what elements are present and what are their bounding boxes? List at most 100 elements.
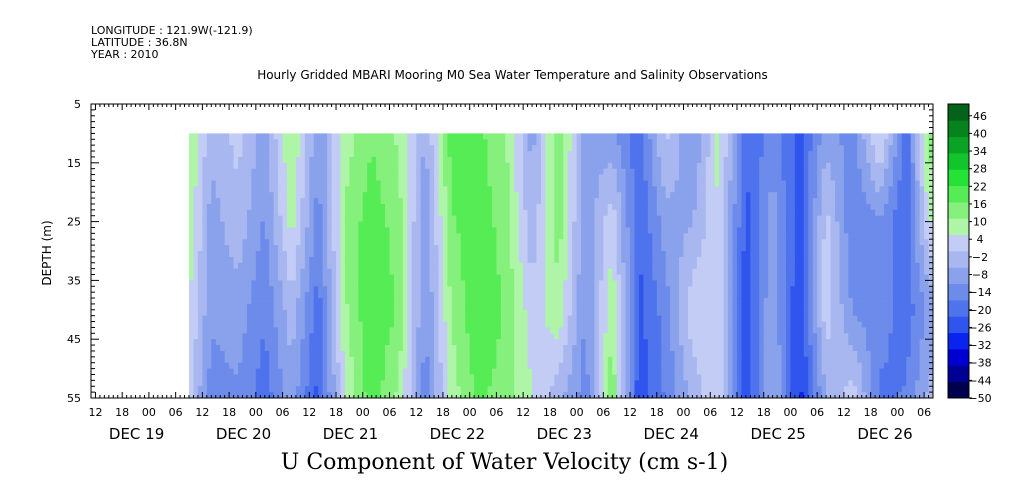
heat-cell [527,274,533,281]
heat-cell [456,233,462,240]
heat-cell [434,303,440,311]
heat-cell [460,174,466,182]
heat-cell [527,198,533,205]
heat-cell [393,315,399,323]
heat-cell [554,168,560,176]
heat-cell [402,215,408,223]
heat-cell [260,345,266,352]
heat-cell [679,251,685,258]
heat-cell [594,168,600,176]
heat-cell [558,315,564,323]
heat-cell [358,227,364,234]
heat-cell [585,209,591,217]
heat-cell [224,133,230,140]
heat-cell [540,156,547,164]
heat-cell [393,227,399,234]
heat-cell [282,339,288,346]
heat-cell [474,245,480,252]
heat-cell [429,198,435,205]
heat-cell [300,203,306,211]
heat-cell [215,292,221,299]
heat-cell [211,162,217,170]
heat-cell [581,251,587,258]
heat-cell [358,309,364,317]
heat-cell [189,298,195,305]
heat-cell [358,168,364,176]
heat-cell [581,392,587,398]
heat-cell [407,209,413,217]
heat-cell [362,327,368,334]
heat-cell [229,203,235,211]
heat-cell [558,368,564,376]
heat-cell [434,298,440,305]
heat-cell [545,368,551,376]
heat-cell [322,274,328,281]
heat-cell [322,215,328,223]
heat-cell [465,198,471,205]
heat-cell [220,374,226,381]
heat-cell [572,162,578,170]
heat-cell [438,392,444,398]
heat-cell [607,333,613,340]
heat-cell [425,186,431,193]
heat-cell [474,345,480,352]
heat-cell [434,251,440,258]
heat-cell [585,268,591,276]
heat-cell [215,251,221,258]
heat-cell [656,174,662,182]
heat-cell [456,145,462,152]
heat-cell [385,233,391,240]
heat-cell [612,239,618,246]
heat-cell [327,362,333,370]
heat-cell [420,215,426,223]
heat-cell [309,221,315,229]
heat-cell [295,380,301,387]
heat-cell [500,192,506,199]
heat-cell [264,168,270,176]
heat-cell [429,333,435,340]
heat-cell [598,198,604,205]
heat-cell [255,186,261,193]
heat-cell [621,198,627,205]
heat-cell [625,227,631,234]
heat-cell [358,133,364,140]
heat-cell [563,280,569,287]
heat-cell [336,133,342,140]
heat-cell [398,368,404,376]
heat-cell [353,133,359,140]
heat-cell [336,345,342,352]
heat-cell [491,333,498,340]
heat-cell [193,145,199,152]
heat-cell [278,350,284,358]
heat-cell [282,327,288,334]
heat-cell [393,321,399,329]
heat-cell [336,198,342,205]
heat-cell [465,309,471,317]
heat-cell [304,286,310,293]
heat-cell [309,203,315,211]
heat-cell [438,356,444,364]
heat-cell [380,292,386,299]
heat-cell [665,174,671,182]
heat-cell [318,221,324,229]
heat-cell [389,227,395,234]
heat-cell [358,151,364,158]
heat-cell [242,145,248,152]
heat-cell [251,392,257,398]
heat-cell [238,174,244,182]
heat-cell [679,268,685,276]
heat-cell [344,350,350,358]
heat-cell [211,274,217,281]
heat-cell [362,280,368,287]
heat-cell [576,221,582,229]
heat-cell [251,133,257,140]
heat-cell [554,221,560,229]
heat-cell [246,392,252,398]
heat-cell [616,145,622,152]
heat-cell [282,215,288,223]
heat-cell [585,245,591,252]
heat-cell [576,162,582,170]
heat-cell [367,180,373,187]
heat-cell [527,262,533,270]
heat-cell [483,380,489,387]
